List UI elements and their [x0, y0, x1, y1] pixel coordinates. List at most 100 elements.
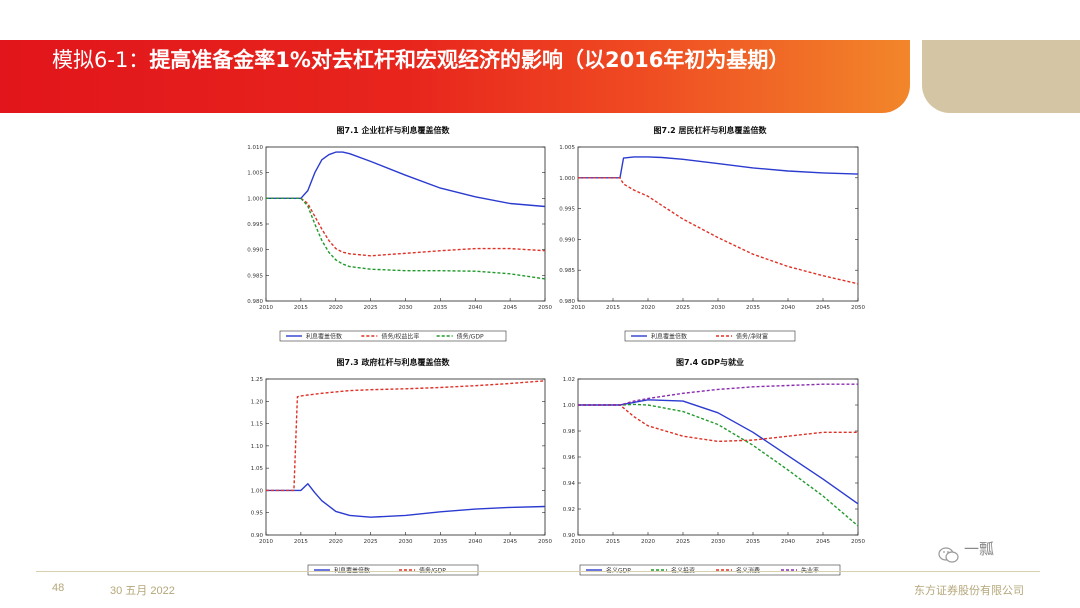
- footer-date: 30 五月 2022: [110, 585, 175, 597]
- y-tick-label: 1.20: [251, 399, 264, 405]
- y-tick-label: 1.005: [247, 171, 263, 177]
- y-tick-label: 0.90: [563, 533, 576, 539]
- x-tick-label: 2035: [746, 539, 760, 545]
- series-line-3: [266, 197, 546, 280]
- title-prefix: 模拟6-1：: [52, 48, 150, 72]
- legend-label: 债务/GDP: [419, 566, 446, 574]
- x-tick-label: 2050: [851, 305, 865, 311]
- series-line-2: [578, 403, 859, 527]
- x-tick-label: 2010: [571, 539, 585, 545]
- x-tick-label: 2025: [676, 305, 690, 311]
- legend-label: 利息覆盖倍数: [651, 332, 687, 340]
- x-tick-label: 2040: [468, 305, 482, 311]
- y-tick-label: 1.02: [563, 377, 575, 383]
- page-title: 模拟6-1：提高准备金率1%对去杠杆和宏观经济的影响（以2016年初为基期）: [52, 46, 892, 74]
- x-tick-label: 2020: [329, 305, 343, 311]
- x-tick-label: 2020: [329, 539, 343, 545]
- title-main: 提高准备金率1%对去杠杆和宏观经济的影响（以2016年初为基期）: [149, 48, 790, 72]
- y-tick-label: 0.94: [563, 481, 576, 487]
- x-tick-label: 2045: [503, 539, 517, 545]
- x-tick-label: 2045: [816, 305, 830, 311]
- legend-label: 名义GDP: [606, 566, 631, 574]
- page-number: 48: [52, 582, 65, 594]
- legend-box: [624, 330, 796, 342]
- plot-frame: [577, 378, 859, 536]
- y-tick-label: 1.005: [559, 145, 575, 151]
- x-tick-label: 2015: [606, 305, 620, 311]
- y-tick-label: 1.05: [251, 466, 264, 472]
- legend-label: 债务/GDP: [457, 332, 484, 340]
- y-tick-label: 1.000: [559, 176, 575, 182]
- plot-frame: [577, 146, 859, 302]
- y-tick-label: 1.10: [251, 444, 264, 450]
- x-tick-label: 2035: [433, 539, 447, 545]
- footer-divider: [36, 571, 1040, 572]
- x-tick-label: 2025: [364, 539, 378, 545]
- x-tick-label: 2030: [711, 539, 725, 545]
- legend-label: 名义消费: [736, 566, 760, 574]
- x-tick-label: 2020: [641, 305, 655, 311]
- chart-title: 图7.4 GDP与就业: [676, 357, 744, 367]
- x-tick-label: 2010: [259, 305, 273, 311]
- chart-fig74: 图7.4 GDP与就业1.021.000.980.960.940.920.902…: [563, 357, 865, 576]
- series-line-3: [578, 404, 858, 443]
- x-tick-label: 2050: [851, 539, 865, 545]
- x-tick-label: 2015: [294, 539, 308, 545]
- legend-label: 债务/权益比率: [381, 332, 419, 340]
- x-tick-label: 2050: [538, 305, 552, 311]
- series-line-1: [266, 151, 546, 208]
- legend-box: [307, 564, 479, 576]
- y-tick-label: 0.985: [559, 268, 575, 274]
- chart-fig73: 图7.3 政府杠杆与利息覆盖倍数 1.25 1.20 1.15 1.10 1.05 1.00…: [251, 357, 552, 576]
- y-tick-label: 1.15: [251, 422, 264, 428]
- x-tick-label: 2035: [746, 305, 760, 311]
- x-tick-label: 2045: [503, 305, 517, 311]
- chart-title: 图7.2 居民杠杆与利息覆盖倍数: [654, 125, 768, 135]
- series-line-2: [266, 197, 546, 257]
- y-tick-label: 0.92: [563, 507, 575, 513]
- x-tick-label: 2015: [294, 305, 308, 311]
- series-line-2: [578, 177, 859, 285]
- x-tick-label: 2030: [711, 305, 725, 311]
- y-tick-label: 1.010: [247, 145, 263, 151]
- series-line-1: [578, 399, 859, 505]
- legend-box: [279, 330, 507, 342]
- x-tick-label: 2030: [399, 305, 413, 311]
- x-tick-label: 2020: [641, 539, 655, 545]
- x-tick-label: 2045: [816, 539, 830, 545]
- title-banner: [0, 40, 910, 113]
- y-tick-label: 0.985: [247, 273, 263, 279]
- watermark-text: 一瓢: [964, 540, 995, 558]
- y-tick-label: 1.00: [563, 403, 576, 409]
- y-tick-label: 0.990: [559, 237, 575, 243]
- x-tick-label: 2030: [399, 539, 413, 545]
- y-tick-label: 0.980: [559, 299, 575, 305]
- legend-box: [579, 564, 841, 576]
- y-tick-label: 0.98: [563, 429, 576, 435]
- legend-label: 失业率: [801, 566, 819, 574]
- footer-company: 东方证券股份有限公司: [914, 585, 1024, 597]
- legend-label: 利息覆盖倍数: [334, 566, 370, 574]
- series-line-4: [578, 383, 858, 406]
- plot-frame: [265, 378, 546, 536]
- plot-frame: [265, 146, 546, 302]
- x-tick-label: 2010: [259, 539, 273, 545]
- y-tick-label: 0.980: [247, 299, 263, 305]
- series-line-1: [266, 482, 546, 518]
- chart-title: 图7.3 政府杠杆与利息覆盖倍数: [337, 357, 451, 367]
- legend-label: 利息覆盖倍数: [306, 332, 342, 340]
- y-tick-label: 1.00: [251, 488, 264, 494]
- x-tick-label: 2015: [606, 539, 620, 545]
- x-tick-label: 2025: [676, 539, 690, 545]
- y-tick-label: 0.990: [247, 248, 263, 254]
- x-tick-label: 2040: [781, 305, 795, 311]
- y-tick-label: 0.90: [251, 533, 264, 539]
- x-tick-label: 2050: [538, 539, 552, 545]
- x-tick-label: 2035: [433, 305, 447, 311]
- chart-fig71: 图7.1 企业杠杆与利息覆盖倍数 1.010 1.005 1.000 0.995 0.99…: [247, 125, 552, 342]
- legend-label: 债务/净财富: [736, 332, 768, 340]
- chart-fig72: 图7.2 居民杠杆与利息覆盖倍数 1.005 1.000 0.995 0.990 0.98…: [559, 125, 865, 342]
- x-tick-label: 2040: [781, 539, 795, 545]
- x-tick-label: 2010: [571, 305, 585, 311]
- wechat-icon: [938, 547, 959, 563]
